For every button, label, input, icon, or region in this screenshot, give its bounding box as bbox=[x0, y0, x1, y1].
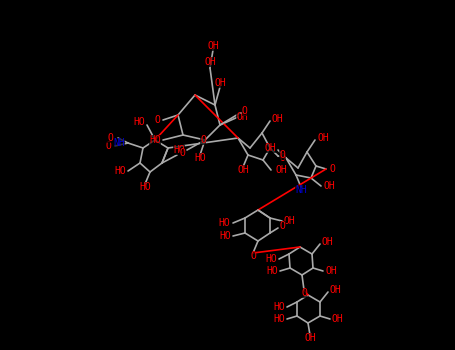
Text: NH: NH bbox=[295, 185, 307, 195]
Text: O: O bbox=[107, 133, 113, 143]
Text: OH: OH bbox=[317, 133, 329, 143]
Text: HO: HO bbox=[194, 153, 206, 163]
Text: O: O bbox=[154, 115, 160, 125]
Text: OH: OH bbox=[237, 165, 249, 175]
Text: OH: OH bbox=[275, 165, 287, 175]
Text: HO: HO bbox=[149, 135, 161, 145]
Text: O: O bbox=[105, 141, 111, 151]
Text: HO: HO bbox=[265, 254, 277, 264]
Text: O: O bbox=[280, 153, 286, 163]
Text: OH: OH bbox=[214, 78, 226, 88]
Text: HO: HO bbox=[273, 302, 285, 312]
Text: O: O bbox=[329, 164, 335, 174]
Text: OH: OH bbox=[322, 237, 334, 247]
Text: OH: OH bbox=[207, 41, 219, 51]
Text: O: O bbox=[279, 150, 285, 160]
Text: OH: OH bbox=[330, 285, 342, 295]
Text: O: O bbox=[250, 251, 256, 261]
Text: NH: NH bbox=[113, 138, 125, 148]
Text: O: O bbox=[242, 106, 248, 116]
Text: OH: OH bbox=[332, 314, 344, 324]
Text: OH: OH bbox=[264, 143, 276, 153]
Text: O: O bbox=[200, 135, 206, 145]
Text: HO: HO bbox=[273, 314, 285, 324]
Text: HO: HO bbox=[266, 266, 278, 276]
Text: HO: HO bbox=[139, 182, 151, 192]
Text: OH: OH bbox=[204, 57, 216, 67]
Text: OH: OH bbox=[324, 181, 336, 191]
Text: OH: OH bbox=[304, 333, 316, 343]
Text: HO: HO bbox=[133, 117, 145, 127]
Text: O: O bbox=[280, 221, 286, 231]
Text: OH: OH bbox=[272, 114, 284, 124]
Text: O: O bbox=[180, 148, 186, 158]
Text: OH: OH bbox=[325, 266, 337, 276]
Text: HO: HO bbox=[218, 218, 230, 228]
Text: OH: OH bbox=[284, 216, 296, 226]
Text: OH: OH bbox=[236, 112, 248, 122]
Text: O: O bbox=[301, 288, 307, 298]
Text: HO: HO bbox=[114, 166, 126, 176]
Text: HO: HO bbox=[219, 231, 231, 241]
Text: HO: HO bbox=[173, 145, 185, 155]
